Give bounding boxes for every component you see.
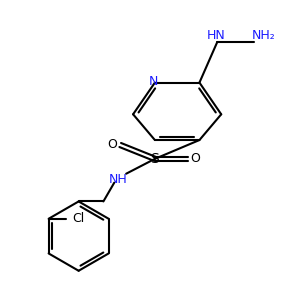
Text: S: S: [150, 152, 159, 166]
Text: NH₂: NH₂: [252, 29, 276, 42]
Text: O: O: [190, 152, 200, 165]
Text: O: O: [107, 138, 117, 151]
Text: Cl: Cl: [72, 212, 84, 225]
Text: NH: NH: [109, 173, 128, 186]
Text: HN: HN: [207, 29, 226, 42]
Text: N: N: [149, 75, 158, 88]
